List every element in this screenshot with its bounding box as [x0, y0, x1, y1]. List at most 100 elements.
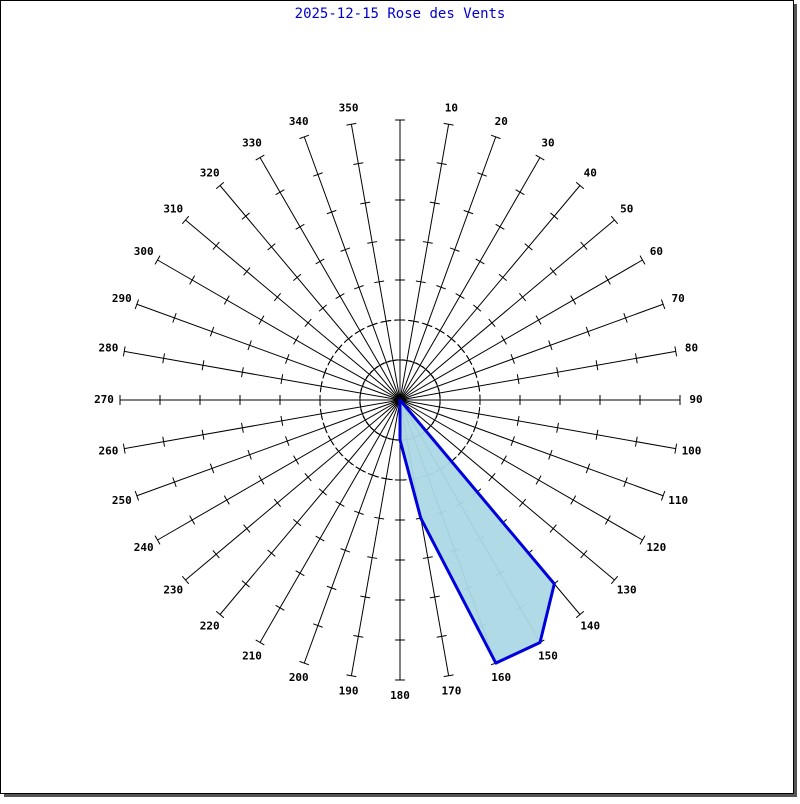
- tick-mark: [335, 344, 343, 353]
- tick-mark: [344, 457, 353, 465]
- tick-mark: [241, 580, 250, 588]
- tick-mark: [415, 280, 426, 284]
- spoke: [399, 350, 676, 401]
- direction-label: 120: [646, 541, 666, 554]
- tick-mark: [623, 313, 628, 323]
- tick-mark: [490, 134, 501, 140]
- tick-mark: [475, 258, 485, 265]
- tick-mark: [215, 610, 225, 619]
- spoke: [399, 399, 643, 541]
- tick-mark: [201, 429, 205, 440]
- tick-mark: [267, 243, 276, 251]
- tick-mark: [340, 548, 351, 553]
- tick-mark: [443, 674, 454, 678]
- tick-mark: [154, 535, 161, 545]
- tick-mark: [315, 258, 325, 265]
- tick-mark: [258, 315, 265, 325]
- tick-mark: [518, 293, 527, 302]
- tick-mark: [212, 550, 220, 559]
- tick-mark: [335, 293, 345, 300]
- direction-label: 130: [617, 583, 637, 596]
- tick-mark: [243, 267, 251, 276]
- tick-mark: [201, 360, 205, 371]
- direction-label: 150: [538, 649, 558, 662]
- tick-mark: [660, 299, 666, 310]
- direction-label: 110: [668, 494, 688, 507]
- tick-mark: [585, 326, 591, 337]
- tick-mark: [189, 275, 196, 285]
- tick-mark: [335, 447, 343, 456]
- tick-mark: [549, 524, 557, 533]
- tick-mark: [516, 415, 520, 426]
- direction-label: 20: [495, 115, 508, 128]
- direction-label: 40: [584, 166, 597, 179]
- tick-mark: [319, 408, 323, 419]
- tick-mark: [575, 181, 585, 190]
- direction-label: 340: [289, 115, 309, 128]
- tick-mark: [374, 280, 385, 284]
- tick-mark: [255, 639, 265, 646]
- direction-label: 250: [112, 494, 132, 507]
- spoke: [399, 136, 497, 401]
- direction-label: 50: [620, 203, 633, 216]
- tick-mark: [477, 381, 481, 392]
- tick-mark: [472, 367, 478, 378]
- tick-mark: [313, 172, 323, 177]
- tick-mark: [122, 346, 126, 357]
- tick-mark: [189, 515, 196, 525]
- tick-mark: [556, 367, 559, 378]
- tick-mark: [510, 354, 515, 364]
- tick-mark: [280, 415, 284, 426]
- tick-mark: [477, 408, 481, 419]
- tick-mark: [181, 575, 190, 585]
- tick-mark: [488, 318, 496, 328]
- spoke: [185, 399, 401, 581]
- tick-mark: [293, 273, 302, 282]
- tick-mark: [212, 241, 220, 250]
- spoke: [399, 157, 541, 401]
- tick-mark: [515, 189, 525, 196]
- tick-mark: [674, 346, 678, 357]
- tick-mark: [318, 488, 328, 496]
- direction-label: 70: [672, 292, 685, 305]
- direction-label: 190: [339, 685, 359, 698]
- tick-mark: [327, 435, 334, 445]
- direction-label: 80: [685, 342, 698, 355]
- tick-mark: [535, 475, 542, 485]
- direction-label: 280: [99, 342, 119, 355]
- tick-mark: [570, 295, 577, 305]
- direction-label: 220: [200, 620, 220, 633]
- tick-mark: [285, 354, 290, 364]
- tick-mark: [580, 241, 588, 250]
- tick-mark: [595, 429, 599, 440]
- spoke: [399, 399, 615, 581]
- tick-mark: [241, 422, 244, 433]
- tick-mark: [500, 455, 507, 465]
- tick-mark: [639, 535, 646, 545]
- tick-mark: [273, 293, 282, 302]
- tick-mark: [610, 575, 619, 585]
- tick-mark: [429, 595, 440, 599]
- tick-mark: [518, 498, 527, 507]
- tick-mark: [367, 472, 378, 478]
- tick-mark: [162, 353, 166, 364]
- tick-mark: [535, 315, 542, 325]
- tick-mark: [639, 255, 646, 265]
- direction-label: 180: [390, 689, 410, 702]
- tick-mark: [585, 463, 591, 474]
- tick-mark: [381, 319, 392, 323]
- tick-mark: [134, 299, 140, 310]
- tick-mark: [623, 477, 628, 487]
- tick-mark: [293, 335, 300, 345]
- tick-mark: [154, 255, 161, 265]
- tick-mark: [422, 556, 433, 559]
- spoke: [399, 399, 676, 450]
- spoke: [399, 303, 664, 401]
- direction-label: 100: [682, 444, 702, 457]
- tick-mark: [604, 515, 611, 525]
- tick-mark: [293, 455, 300, 465]
- spoke: [124, 399, 401, 450]
- tick-mark: [293, 518, 302, 527]
- tick-mark: [255, 154, 265, 161]
